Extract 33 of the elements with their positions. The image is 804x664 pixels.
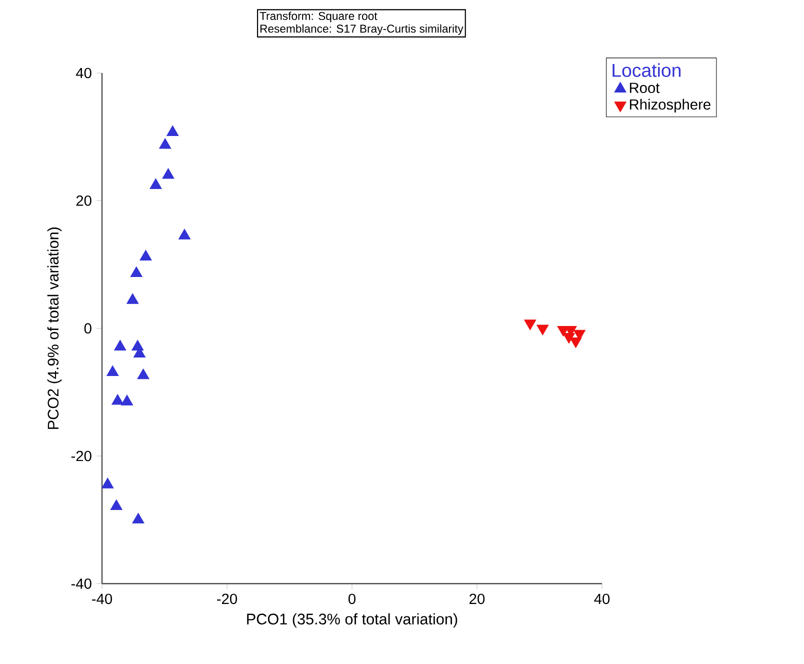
x-tick-label: -40 [92, 594, 112, 604]
x-axis-title: PCO1 (35.3% of total variation) [247, 613, 458, 628]
text: Transform: Square root [260, 12, 378, 22]
point [132, 513, 144, 524]
legend-title: Location [612, 63, 681, 78]
point [166, 126, 179, 136]
point [140, 250, 152, 261]
point [162, 168, 174, 179]
x-tick-label: 0 [348, 594, 356, 604]
y-tick-label: -20 [71, 450, 92, 462]
point [178, 229, 191, 240]
legend-label: Rhizosphere [630, 99, 710, 113]
point [159, 138, 172, 149]
y-tick-label: 0 [84, 323, 92, 334]
y-tick-label: -40 [71, 578, 92, 590]
x-tick-label: 20 [470, 594, 485, 604]
text: Resemblance: S17 Bray-Curtis similarity [260, 24, 464, 36]
point [110, 500, 122, 510]
legend-label: Root [630, 82, 660, 94]
point [114, 340, 126, 351]
y-axis-title: PCO2 (4.9% of total variation) [47, 228, 62, 430]
point [112, 394, 124, 405]
point [102, 478, 114, 488]
point [126, 293, 139, 304]
point [137, 368, 150, 380]
y-tick-label: 20 [76, 196, 92, 206]
point [130, 266, 142, 278]
point [150, 178, 162, 190]
y-tick-label: 40 [76, 68, 92, 78]
x-tick-label: -20 [217, 594, 238, 604]
point [120, 394, 134, 406]
point [106, 366, 119, 376]
x-tick-label: 40 [594, 594, 610, 604]
